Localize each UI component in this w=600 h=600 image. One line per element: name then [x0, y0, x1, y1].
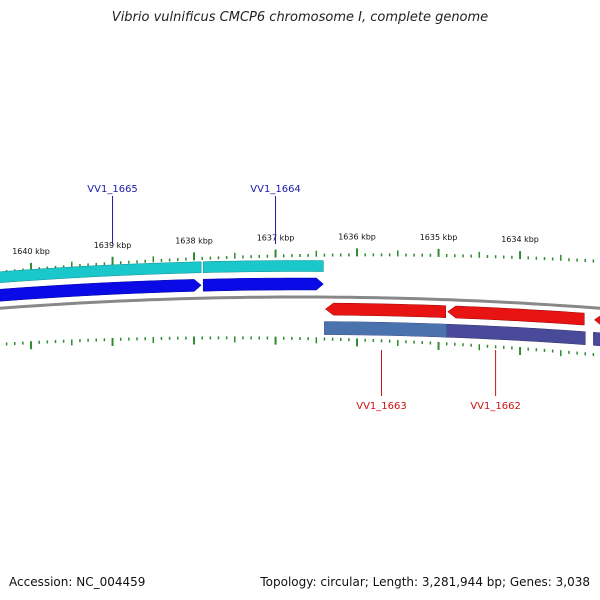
tick-label: 1635 kbp [420, 233, 458, 242]
feature-label: VV1_1662 [470, 401, 521, 412]
reverse-gene-bar-highlight [324, 321, 447, 338]
backbone-arc [0, 295, 600, 310]
reverse-cds-arrow [593, 315, 600, 325]
tick-label: 1639 kbp [94, 241, 132, 250]
reverse-gene-bar [446, 323, 586, 345]
feature-labels: VV1_1665 VV1_1664 VV1_1663 VV1_1662 [87, 184, 521, 412]
reverse-gene-track [324, 321, 600, 347]
feature-label: VV1_1663 [356, 401, 407, 412]
forward-cds-track [0, 277, 324, 302]
tick-label: 1636 kbp [338, 232, 376, 241]
reverse-cds-arrow [324, 302, 446, 318]
forward-cds-arrow [202, 277, 324, 292]
reverse-cds-arrow [447, 305, 585, 326]
feature-label: VV1_1664 [250, 184, 301, 195]
accession-label: Accession: NC_004459 [9, 575, 146, 589]
forward-gene-bar [202, 260, 324, 273]
tick-marks [30, 248, 522, 356]
reverse-cds-track [324, 302, 600, 326]
tick-label: 1634 kbp [501, 235, 539, 244]
tick-label: 1638 kbp [175, 236, 213, 245]
forward-gene-bar [0, 261, 202, 284]
reverse-gene-bar [593, 332, 600, 347]
minor-tick-marks [5, 250, 595, 357]
feature-label: VV1_1665 [87, 184, 138, 195]
tick-label: 1640 kbp [12, 247, 50, 256]
forward-cds-arrow [0, 279, 202, 302]
summary-label: Topology: circular; Length: 3,281,944 bp… [260, 575, 590, 589]
forward-gene-track [0, 260, 324, 284]
map-title: Vibrio vulnificus CMCP6 chromosome I, co… [111, 10, 489, 25]
